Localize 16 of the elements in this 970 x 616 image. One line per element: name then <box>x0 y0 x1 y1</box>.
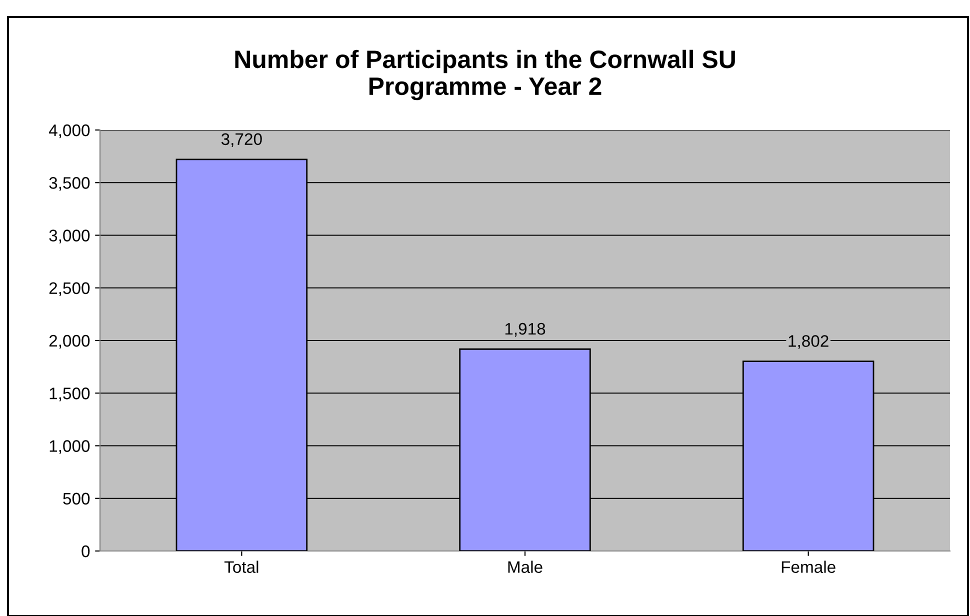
data-label: 3,720 <box>221 133 262 148</box>
y-tick-label: 500 <box>63 492 90 505</box>
data-label: 1,802 <box>788 335 828 349</box>
y-tick-label: 1,500 <box>50 388 90 402</box>
y-tick-label: 3,500 <box>49 177 90 191</box>
y-tick-label: 4,000 <box>48 124 90 138</box>
chart-title: Number of Participants in the Cornwall SU Programme - Year 2 <box>235 50 735 100</box>
y-tick-label: 3,000 <box>49 230 90 244</box>
y-tick-label: 2,500 <box>49 282 90 296</box>
data-label: 1,918 <box>505 322 546 337</box>
x-tick-label: Male <box>508 560 542 573</box>
x-tick-label: Total <box>224 560 258 573</box>
x-tick-label: Female <box>782 560 836 573</box>
y-tick-label: 2,000 <box>49 334 90 349</box>
y-tick-label: 0 <box>82 545 90 558</box>
y-tick-label: 1,000 <box>50 440 90 454</box>
